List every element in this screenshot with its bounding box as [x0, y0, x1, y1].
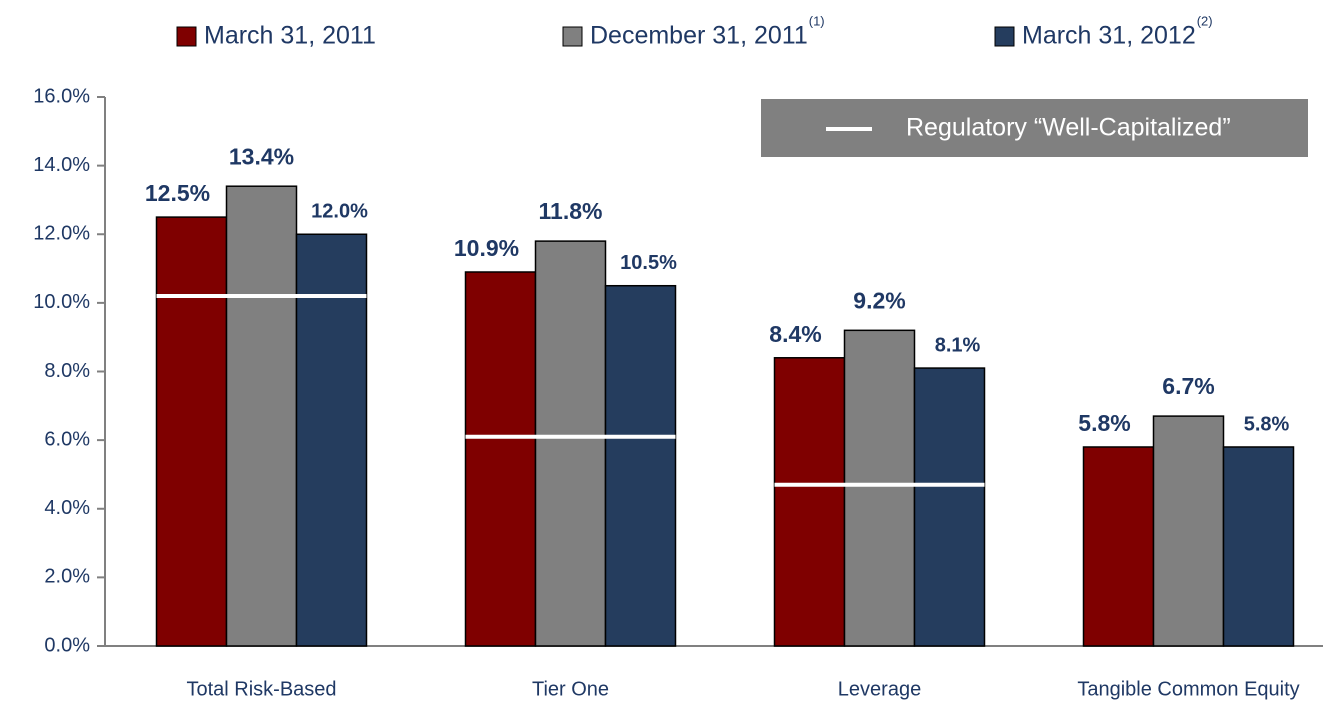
legend-swatch	[176, 26, 197, 47]
data-label: 6.7%	[1162, 373, 1214, 399]
data-label: 5.8%	[1078, 410, 1130, 436]
data-label: 9.2%	[853, 287, 905, 313]
bar	[1152, 415, 1225, 647]
bar	[534, 240, 607, 647]
bar	[225, 185, 298, 647]
legend-swatch	[994, 26, 1015, 47]
bar	[464, 271, 537, 647]
data-label: 10.5%	[620, 252, 677, 274]
bar	[1082, 446, 1155, 647]
data-label: 10.9%	[454, 235, 519, 261]
bar	[295, 233, 368, 647]
x-tick-label: Tier One	[532, 678, 609, 700]
bar	[604, 284, 677, 647]
data-label: 8.1%	[935, 334, 981, 356]
x-tick-label: Tangible Common Equity	[1077, 678, 1299, 700]
data-label: 8.4%	[769, 321, 821, 347]
y-tick-label: 2.0%	[44, 566, 90, 588]
data-label: 11.8%	[539, 198, 603, 224]
y-tick-label: 10.0%	[33, 291, 90, 313]
bar	[843, 329, 916, 647]
y-tick-label: 4.0%	[44, 497, 90, 519]
data-label: 12.5%	[145, 180, 210, 206]
y-tick-label: 6.0%	[44, 428, 90, 450]
data-label: 13.4%	[229, 143, 294, 169]
bar	[913, 367, 986, 647]
y-tick-label: 8.0%	[44, 360, 90, 382]
x-tick-label: Leverage	[838, 678, 921, 700]
bar	[155, 216, 228, 647]
bar	[773, 357, 846, 647]
data-label: 5.8%	[1244, 413, 1290, 435]
y-tick-label: 16.0%	[33, 85, 90, 107]
legend-label: March 31, 2011	[204, 22, 376, 50]
y-tick-label: 0.0%	[44, 634, 90, 656]
legend-swatch	[562, 26, 583, 47]
y-tick-label: 14.0%	[33, 154, 90, 176]
threshold-legend-label: Regulatory “Well-Capitalized”	[906, 114, 1231, 142]
data-label: 12.0%	[311, 201, 368, 223]
legend-label: March 31, 2012	[1022, 22, 1196, 50]
y-tick-label: 12.0%	[33, 223, 90, 245]
legend-superscript: (1)	[809, 13, 825, 28]
legend-superscript: (2)	[1197, 13, 1213, 28]
x-tick-label: Total Risk-Based	[186, 678, 336, 700]
legend-label: December 31, 2011	[590, 22, 808, 50]
bar	[1222, 446, 1295, 647]
